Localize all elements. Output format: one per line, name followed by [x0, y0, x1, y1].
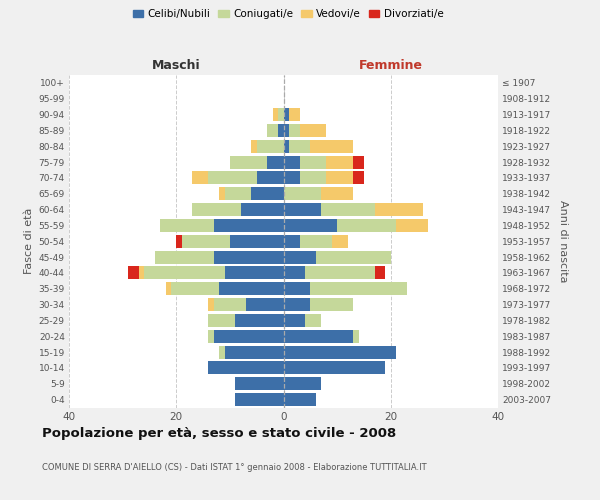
Bar — [208, 298, 214, 311]
Bar — [299, 124, 326, 137]
Bar — [284, 330, 353, 342]
Y-axis label: Anni di nascita: Anni di nascita — [558, 200, 568, 282]
Bar — [299, 235, 332, 248]
Bar — [284, 282, 310, 295]
Bar — [251, 188, 284, 200]
Bar — [273, 108, 278, 121]
Bar — [160, 219, 214, 232]
Bar — [251, 140, 257, 152]
Bar — [230, 156, 268, 168]
Y-axis label: Fasce di età: Fasce di età — [25, 208, 34, 274]
Bar — [224, 266, 284, 280]
Bar — [305, 314, 321, 327]
Bar — [284, 235, 299, 248]
Text: Femmine: Femmine — [359, 59, 423, 72]
Bar — [326, 172, 353, 184]
Bar — [284, 156, 299, 168]
Bar — [289, 124, 299, 137]
Bar — [326, 156, 353, 168]
Bar — [214, 219, 284, 232]
Bar — [374, 203, 423, 216]
Bar — [284, 124, 289, 137]
Bar — [235, 378, 284, 390]
Bar — [219, 282, 284, 295]
Legend: Celibi/Nubili, Coniugati/e, Vedovi/e, Divorziati/e: Celibi/Nubili, Coniugati/e, Vedovi/e, Di… — [128, 5, 448, 24]
Bar — [289, 108, 299, 121]
Text: Popolazione per età, sesso e stato civile - 2008: Popolazione per età, sesso e stato civil… — [42, 428, 396, 440]
Bar — [321, 188, 353, 200]
Bar — [246, 298, 284, 311]
Bar — [284, 393, 316, 406]
Bar — [257, 140, 284, 152]
Bar — [128, 266, 139, 280]
Bar — [235, 393, 284, 406]
Bar — [316, 250, 391, 264]
Bar — [310, 298, 353, 311]
Bar — [284, 140, 289, 152]
Bar — [257, 172, 284, 184]
Bar — [284, 346, 396, 358]
Bar — [182, 235, 230, 248]
Bar — [299, 156, 326, 168]
Bar — [208, 172, 257, 184]
Bar — [289, 140, 310, 152]
Bar — [208, 330, 214, 342]
Bar — [219, 188, 224, 200]
Bar — [214, 250, 284, 264]
Bar — [224, 188, 251, 200]
Bar — [337, 219, 396, 232]
Bar — [278, 124, 284, 137]
Bar — [268, 124, 278, 137]
Bar — [310, 140, 353, 152]
Bar — [171, 282, 219, 295]
Bar — [284, 362, 385, 374]
Bar — [224, 346, 284, 358]
Bar — [176, 235, 182, 248]
Bar — [230, 235, 284, 248]
Bar — [166, 282, 171, 295]
Bar — [139, 266, 144, 280]
Bar — [284, 266, 305, 280]
Bar — [193, 172, 208, 184]
Bar — [208, 362, 284, 374]
Bar — [299, 172, 326, 184]
Bar — [284, 378, 321, 390]
Bar — [374, 266, 385, 280]
Bar — [278, 108, 284, 121]
Bar — [284, 314, 305, 327]
Bar — [321, 203, 374, 216]
Bar — [353, 172, 364, 184]
Text: Maschi: Maschi — [152, 59, 200, 72]
Bar — [284, 298, 310, 311]
Bar — [241, 203, 284, 216]
Bar — [219, 346, 224, 358]
Bar — [214, 330, 284, 342]
Bar — [284, 203, 321, 216]
Bar — [310, 282, 407, 295]
Bar — [332, 235, 348, 248]
Bar — [214, 298, 246, 311]
Bar — [284, 250, 316, 264]
Bar — [193, 203, 241, 216]
Bar — [396, 219, 428, 232]
Bar — [305, 266, 374, 280]
Bar — [353, 330, 359, 342]
Bar — [284, 219, 337, 232]
Text: COMUNE DI SERRA D'AIELLO (CS) - Dati ISTAT 1° gennaio 2008 - Elaborazione TUTTIT: COMUNE DI SERRA D'AIELLO (CS) - Dati IST… — [42, 462, 427, 471]
Bar — [284, 172, 299, 184]
Bar — [144, 266, 224, 280]
Bar — [235, 314, 284, 327]
Bar — [208, 314, 235, 327]
Bar — [353, 156, 364, 168]
Bar — [284, 188, 321, 200]
Bar — [268, 156, 284, 168]
Bar — [155, 250, 214, 264]
Bar — [284, 108, 289, 121]
